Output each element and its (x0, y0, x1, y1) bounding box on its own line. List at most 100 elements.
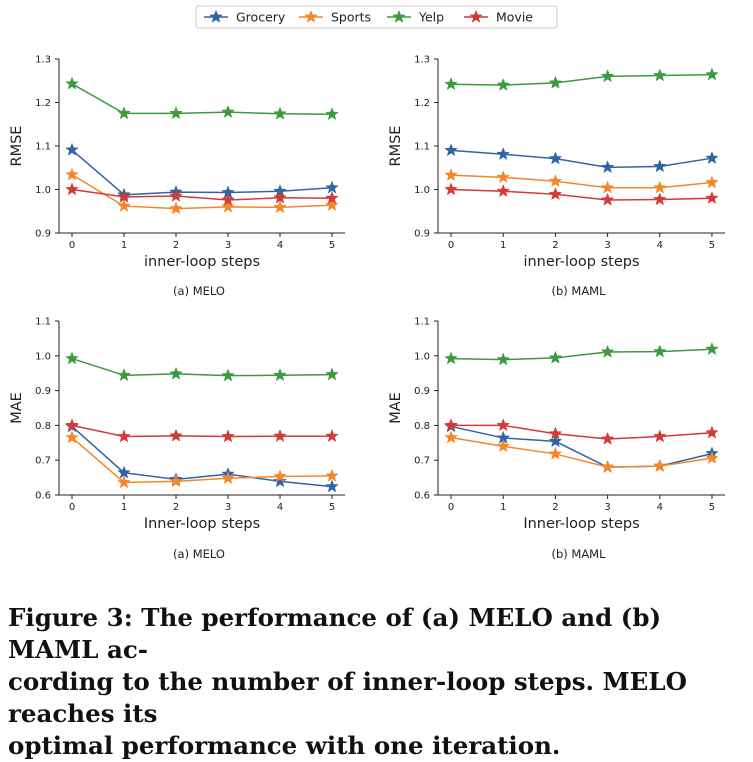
data-point-star (705, 450, 719, 464)
y-axis-label: RMSE (9, 126, 25, 167)
data-point-star (273, 474, 287, 488)
data-point-star (325, 367, 339, 381)
data-point-star (221, 471, 235, 485)
y-tick-label: 1.1 (414, 142, 430, 153)
y-tick-label: 1.1 (414, 317, 430, 328)
data-point-star (273, 190, 287, 204)
x-tick-label: 4 (277, 240, 283, 251)
y-tick-label: 0.7 (414, 456, 430, 467)
legend-entry-sports: Sports (299, 10, 371, 25)
data-point-star (221, 199, 235, 213)
data-point-star (548, 174, 563, 188)
data-point-star (169, 366, 183, 380)
series-line (450, 149, 713, 169)
chart-panel-1: 0.9 1.0 1.1 1.2 1.3 0 1 2 3 4 5 inner-loop steps RMS… (9, 55, 345, 298)
legend: Grocery Sports Yelp Movie (195, 5, 558, 29)
data-point-star (705, 175, 719, 189)
x-tick-label: 0 (69, 240, 75, 251)
x-tick-label: 1 (121, 240, 127, 251)
data-point-star (221, 192, 235, 206)
legend-entry-movie: Movie (464, 10, 533, 25)
data-point-star (548, 151, 563, 165)
data-point-star (548, 446, 563, 460)
legend-label: Yelp (418, 10, 444, 25)
legend-star-marker (469, 9, 483, 23)
x-tick-label: 3 (604, 502, 610, 513)
y-tick-label: 1.0 (414, 351, 430, 362)
data-point-star (325, 190, 339, 205)
series-grocery (65, 419, 339, 493)
y-axis-label: MAE (388, 392, 404, 424)
data-point-star (444, 143, 458, 157)
data-point-star (444, 182, 458, 196)
y-tick-label: 1.3 (35, 55, 51, 66)
y-tick-label: 0.6 (414, 491, 430, 502)
series-yelp (444, 341, 719, 366)
legend-label: Sports (331, 10, 371, 25)
data-point-star (273, 106, 287, 120)
y-tick-label: 1.3 (414, 55, 430, 66)
panel-subcaption: (a) MELO (173, 547, 225, 561)
data-point-star (548, 434, 563, 448)
series-line (71, 424, 332, 438)
series-line (71, 83, 333, 115)
legend-star-marker (392, 9, 406, 23)
figure-caption: Figure 3: The performance of (a) MELO an… (8, 602, 748, 762)
y-axis-label: MAE (9, 392, 25, 424)
x-axis-label: Inner-loop steps (523, 516, 639, 532)
series-line (71, 174, 333, 210)
data-point-star (325, 428, 339, 443)
data-point-star (444, 351, 458, 365)
x-axis-label: Inner-loop steps (144, 516, 260, 532)
legend-entry-grocery: Grocery (204, 10, 286, 25)
series-line (71, 357, 333, 377)
legend-label: Grocery (236, 10, 286, 25)
data-point-star (169, 474, 183, 488)
data-point-star (444, 418, 458, 432)
data-point-star (117, 429, 131, 443)
data-point-star (496, 170, 511, 184)
y-tick-label: 1.2 (414, 98, 430, 109)
data-point-star (65, 430, 79, 444)
chart-panel-2: 0.9 1.0 1.1 1.2 1.3 0 1 2 3 4 5 inner-loop steps RMS… (388, 55, 725, 298)
data-point-star (548, 426, 563, 440)
data-point-star (705, 425, 719, 439)
series-line (451, 174, 713, 189)
x-tick-label: 2 (173, 502, 179, 513)
data-point-star (600, 344, 615, 358)
data-point-star (65, 418, 79, 432)
series-line (451, 348, 712, 361)
legend-label: Movie (496, 10, 533, 25)
data-point-star (169, 201, 183, 215)
data-point-star (705, 67, 719, 81)
figure-panels: Grocery Sports Yelp Movie 0.9 1.0 1.1 1.2 1.3 0 1… (9, 5, 725, 561)
series-line (71, 437, 333, 484)
series-yelp (65, 351, 339, 382)
series-sports (444, 167, 719, 194)
data-point-star (652, 68, 667, 82)
legend-entry-yelp: Yelp (387, 10, 444, 25)
data-point-star (325, 180, 339, 194)
data-point-star (652, 159, 667, 173)
chart-panel-4: 0.6 0.7 0.8 0.9 1.0 1.1 0 1 2 3 4 5 Inner-loop steps… (388, 317, 725, 561)
series-yelp (444, 67, 719, 91)
panel-subcaption: (b) MAML (551, 547, 606, 561)
y-tick-label: 1.1 (35, 142, 51, 153)
data-point-star (600, 431, 615, 445)
series-line (451, 424, 713, 440)
series-yelp (65, 76, 339, 121)
x-tick-label: 3 (604, 240, 610, 251)
y-tick-label: 0.8 (35, 421, 51, 432)
data-point-star (705, 341, 719, 356)
data-point-star (496, 147, 511, 161)
y-tick-label: 1.0 (35, 185, 51, 196)
data-point-star (65, 167, 79, 181)
x-axis-label: inner-loop steps (144, 254, 260, 270)
data-point-star (325, 107, 339, 121)
data-point-star (600, 180, 615, 194)
data-point-star (600, 160, 615, 174)
x-tick-label: 5 (329, 502, 335, 513)
data-point-star (65, 76, 79, 90)
x-tick-label: 4 (657, 240, 663, 251)
data-point-star (221, 429, 235, 443)
